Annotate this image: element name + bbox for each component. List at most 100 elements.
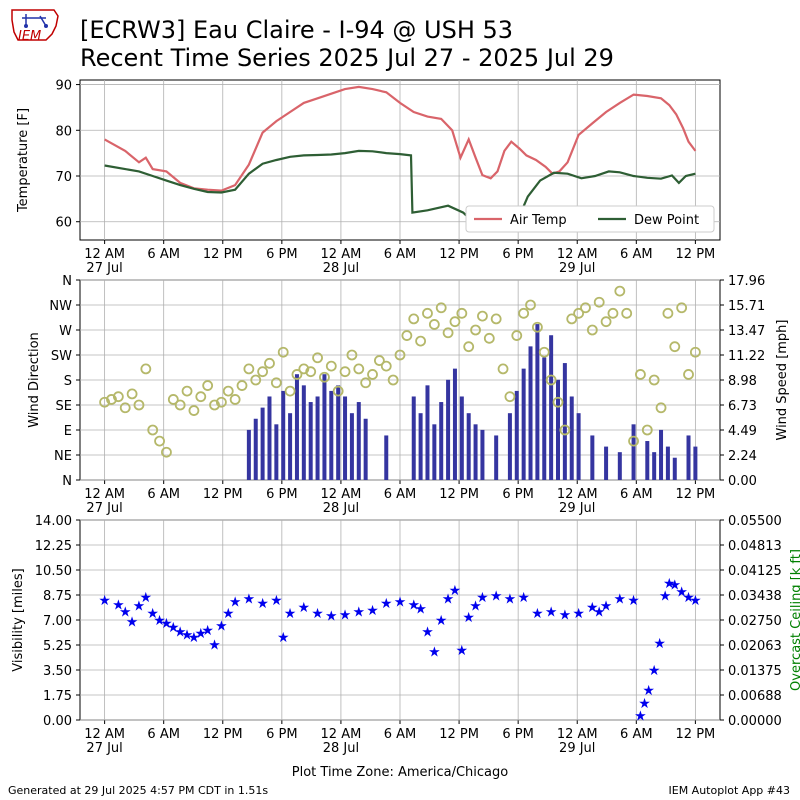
wind-xtick-label: 6 PM [266,487,297,502]
wind-dir-marker [346,349,358,361]
visibility-marker: ★ [133,599,146,615]
temp-ylabel: Temperature [F] [16,108,31,213]
wind-dir-marker [545,374,557,386]
visibility-marker: ★ [181,627,194,643]
visibility-marker: ★ [407,597,420,613]
visibility-marker: ★ [648,663,661,679]
wind-dir-marker [291,369,303,380]
visibility-marker: ★ [689,593,702,609]
visibility-marker: ★ [119,604,132,620]
wind-dir-marker [112,391,124,403]
visibility-marker: ★ [462,610,475,626]
wind-speed-bar [384,435,389,480]
dew-point-line [104,149,696,226]
wind-dir-marker [373,355,385,366]
visibility-marker: ★ [243,592,256,608]
visibility-marker: ★ [668,577,681,593]
wind-speed-bar [253,418,258,480]
chart-title: [ECRW3] Eau Claire - I-94 @ USH 53 [80,16,514,44]
vis-date-label: 29 Jul [559,741,595,756]
wind-dir-marker [154,435,165,447]
wind-xtick-label: 12 PM [439,487,479,502]
wind-dir-tick-label: E [64,424,72,439]
temp-date-label: 29 Jul [559,261,595,276]
visibility-marker: ★ [215,619,228,635]
wind-speed-bar [246,429,251,480]
wind-dir-marker [580,302,591,314]
wind-dir-marker [683,369,694,380]
vis-xtick-label: 12 PM [203,727,243,742]
wind-dir-marker [662,307,674,319]
wind-dir-marker [133,399,145,411]
visibility-marker: ★ [517,590,530,606]
visibility-marker: ★ [256,596,269,612]
wind-speed-bar [480,429,485,480]
wind-dir-marker [641,424,653,436]
wind-dir-marker [332,385,344,397]
temp-legend [465,205,715,233]
wind-xtick-label: 12 PM [203,487,243,502]
wind-speed-bar [528,346,533,480]
vis-xtick-label: 6 AM [147,727,180,742]
wind-dir-marker [559,424,571,436]
svg-text:IEM: IEM [18,29,41,44]
ceiling-tick-label: 0.03438 [728,589,782,604]
wind-dir-marker [339,366,351,378]
visibility-marker: ★ [394,594,407,610]
temp-date-label: 27 Jul [86,261,122,276]
wind-dir-marker [264,357,275,369]
wind-dir-marker [140,363,152,375]
visibility-marker: ★ [490,589,503,605]
visibility-marker: ★ [188,630,201,646]
wind-speed-tick-label: 2.24 [728,449,757,464]
wind-speed-bar [288,413,293,480]
temp-ytick-label: 60 [55,216,72,231]
visibility-marker: ★ [167,620,180,636]
wind-dir-marker [401,330,413,341]
wind-dir-marker [676,302,688,314]
legend-label: Air Temp [510,213,567,228]
visibility-marker: ★ [435,613,448,629]
visibility-marker: ★ [325,609,338,625]
wind-speed-bar [281,390,286,480]
wind-speed-bar [446,379,451,480]
wind-dir-tick-label: N [62,274,72,289]
visibility-marker: ★ [195,626,208,642]
wind-speed-bar [542,357,547,480]
visibility-marker: ★ [634,709,647,725]
wind-speed-bar [459,396,464,480]
wind-dir-tick-label: NW [49,299,72,314]
visibility-marker: ★ [311,606,324,622]
visibility-marker: ★ [627,593,640,609]
wind-speed-bar [514,390,519,480]
temp-xtick-label: 12 PM [203,247,243,262]
wind-dir-marker [428,319,440,330]
wind-dir-marker [655,402,667,414]
wind-dir-tick-label: SW [51,349,72,364]
wind-speed-bar [631,424,636,480]
wind-dir-marker [257,366,269,378]
wind-xtick-label: 6 AM [147,487,180,502]
visibility-marker: ★ [504,592,517,608]
wind-date-label: 29 Jul [559,501,595,516]
visibility-marker: ★ [174,624,187,640]
wind-dir-marker [298,363,310,375]
visibility-marker: ★ [682,590,695,606]
wind-dir-marker [367,369,378,380]
wind-dir-marker [181,385,193,397]
air-temp-line [104,85,697,192]
wind-speed-bar [535,324,540,480]
wind-speed-bar [686,435,691,480]
wind-speed-bar [521,368,526,480]
wind-xtick-label: 12 PM [676,487,716,502]
wind-dir-marker [167,394,179,405]
wind-dir-marker [552,396,564,408]
wind-dir-marker [442,327,454,339]
wind-speed-bar [418,413,423,480]
ceiling-tick-label: 0.01375 [728,664,782,679]
wind-dir-marker [284,385,296,397]
visibility-marker: ★ [593,604,606,620]
visibility-marker: ★ [531,606,544,622]
vis-tick-label: 7.00 [43,614,72,629]
temp-ytick-label: 90 [55,79,72,94]
